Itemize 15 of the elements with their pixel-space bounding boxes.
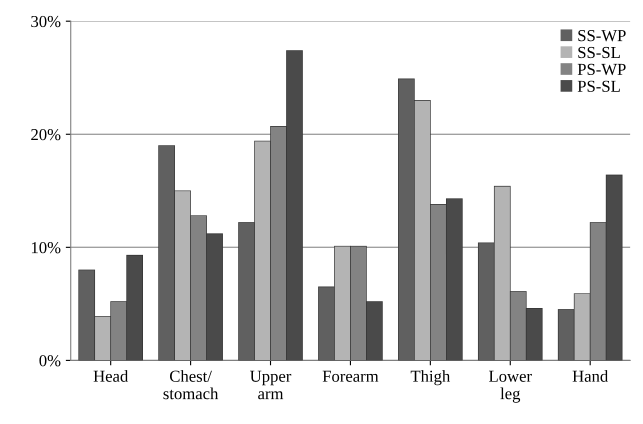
y-tick-label: 20% <box>31 128 60 140</box>
x-tick-label: Chest/ stomach <box>164 370 218 400</box>
x-tick-label: Hand <box>572 370 608 382</box>
x-tick-label: Forearm <box>322 370 378 382</box>
legend-label: SS-WP <box>578 30 626 42</box>
legend-label: PS-WP <box>578 64 626 76</box>
x-tick-label: Upper arm <box>250 370 292 400</box>
x-tick-label: Head <box>94 370 128 382</box>
x-tick-label: Thigh <box>410 370 450 386</box>
legend-label: PS-SL <box>578 80 620 92</box>
y-tick-label: 30% <box>31 16 60 28</box>
legend-label: SS-SL <box>578 46 620 58</box>
y-tick-label: 0% <box>39 355 60 366</box>
x-tick-label: Lower leg <box>488 370 532 403</box>
y-tick-label: 10% <box>32 242 60 254</box>
